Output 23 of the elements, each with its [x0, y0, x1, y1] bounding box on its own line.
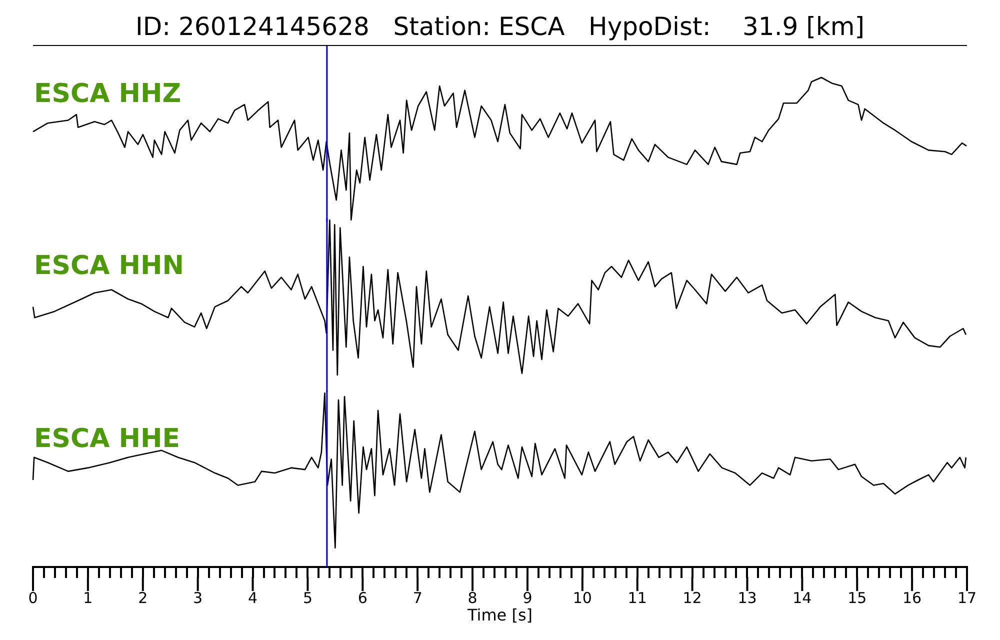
x-tick-label: 17: [957, 588, 977, 607]
x-tick-label: 1: [83, 588, 93, 607]
x-tick-label: 3: [193, 588, 203, 607]
x-tick-label: 2: [138, 588, 148, 607]
x-tick-label: 9: [522, 588, 532, 607]
series-label: ESCA HHZ: [34, 79, 182, 109]
x-tick-label: 14: [792, 588, 812, 607]
x-tick-label: 13: [738, 588, 757, 607]
x-tick-label: 6: [358, 588, 368, 607]
x-tick-label: 7: [412, 588, 422, 607]
x-tick-label: 4: [248, 588, 258, 607]
x-tick-label: 11: [628, 588, 647, 607]
series-label: ESCA HHN: [34, 251, 184, 281]
x-tick-label: 12: [682, 588, 702, 607]
x-tick-label: 15: [848, 588, 867, 607]
x-tick-label: 16: [902, 588, 922, 607]
x-axis-title: Time [s]: [466, 606, 533, 625]
x-tick-label: 5: [302, 588, 312, 607]
x-tick-label: 10: [572, 588, 592, 607]
chart-title: ID: 260124145628 Station: ESCA HypoDist: 31.9 [km]: [134, 12, 866, 42]
series-label: ESCA HHE: [34, 424, 180, 454]
x-tick-label: 0: [28, 588, 38, 607]
x-tick-label: 8: [468, 588, 478, 607]
